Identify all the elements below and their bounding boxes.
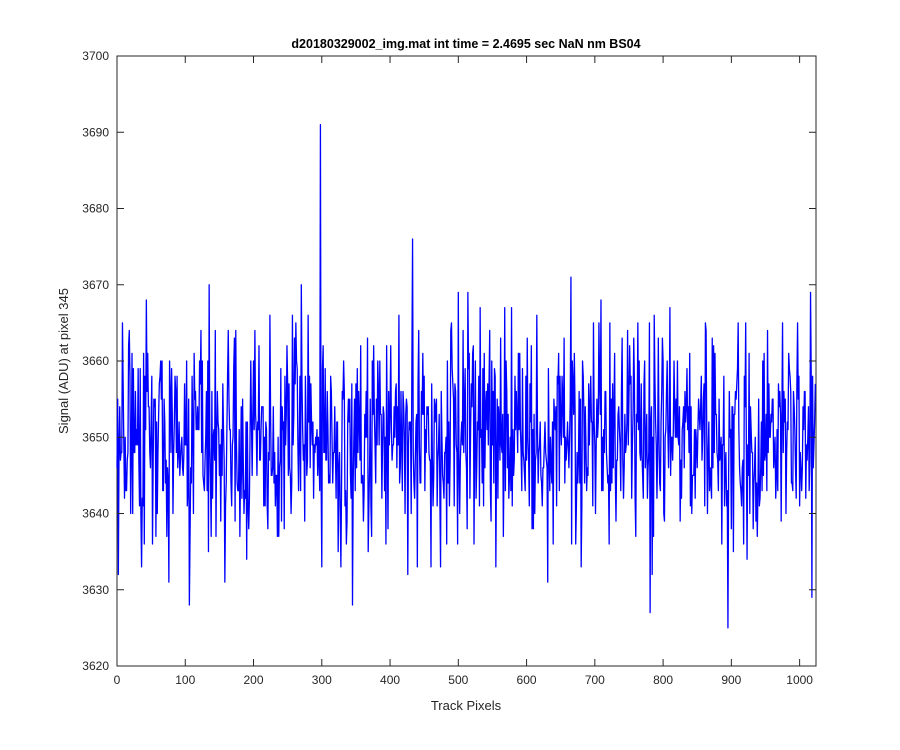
y-tick-label: 3630: [82, 583, 109, 597]
y-tick-labels: 3620 3630 3640 3650 3660 3670 3680 3690 3700: [82, 49, 109, 673]
y-tick-label: 3660: [82, 354, 109, 368]
y-tick-label: 3620: [82, 659, 109, 673]
x-axis-label: Track Pixels: [431, 698, 502, 713]
x-tick-label: 1000: [786, 673, 813, 687]
x-tick-label: 200: [244, 673, 264, 687]
x-tick-label: 0: [114, 673, 121, 687]
y-tick-label: 3650: [82, 430, 109, 444]
y-tick-label: 3680: [82, 202, 109, 216]
x-tick-label: 100: [175, 673, 195, 687]
axis-ticks: [116, 55, 816, 667]
x-tick-label: 800: [653, 673, 673, 687]
x-tick-label: 900: [721, 673, 741, 687]
y-tick-label: 3640: [82, 507, 109, 521]
chart-title: d20180329002_img.mat int time = 2.4695 s…: [291, 37, 640, 51]
y-axis-label: Signal (ADU) at pixel 345: [56, 288, 71, 434]
signal-series: [116, 123, 816, 629]
x-tick-label: 500: [448, 673, 468, 687]
plot-area: [116, 55, 817, 667]
x-tick-labels: 0 100 200 300 400 500 600 700 800 900 1000: [114, 673, 814, 687]
x-tick-label: 400: [380, 673, 400, 687]
x-tick-label: 300: [312, 673, 332, 687]
x-tick-label: 600: [517, 673, 537, 687]
y-tick-label: 3700: [82, 49, 109, 63]
signal-line: [116, 123, 816, 629]
y-tick-label: 3690: [82, 125, 109, 139]
y-tick-label: 3670: [82, 278, 109, 292]
x-tick-label: 700: [585, 673, 605, 687]
